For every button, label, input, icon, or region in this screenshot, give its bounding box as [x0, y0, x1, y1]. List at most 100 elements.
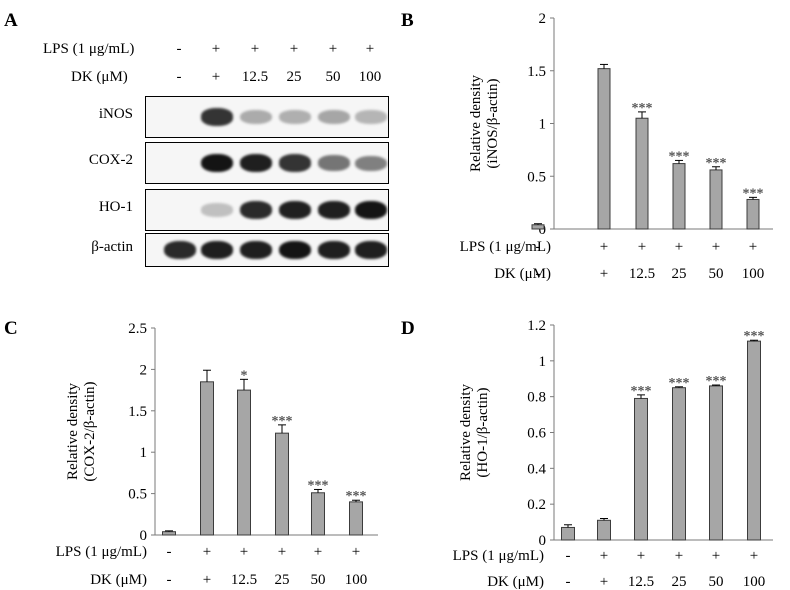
dk-label: DK (μM) — [487, 574, 544, 590]
y-axis-title: (iNOS/β-actin) — [485, 78, 501, 168]
y-axis-title: Relative density — [65, 382, 81, 480]
dk-value: 25 — [672, 266, 687, 282]
dk-value: + — [600, 574, 608, 590]
blot-lps-value: + — [365, 41, 375, 57]
y-tick-label: 1.5 — [527, 64, 546, 80]
significance-label: *** — [272, 414, 293, 429]
blot-band — [240, 110, 272, 124]
blot-dk-value: + — [211, 69, 221, 85]
dk-value: 12.5 — [629, 266, 655, 282]
lps-value: + — [750, 548, 758, 564]
blot-band — [355, 155, 387, 171]
blot-row-label: iNOS — [98, 106, 133, 122]
blot-lps-value: + — [289, 41, 299, 57]
dk-value: - — [536, 266, 541, 282]
y-tick-label: 2 — [140, 362, 148, 378]
blot-lps-value: + — [328, 41, 338, 57]
dk-value: - — [167, 572, 172, 588]
blot-band — [318, 110, 350, 124]
bar — [561, 526, 575, 541]
y-tick-label: 0.4 — [527, 461, 546, 477]
dk-value: 50 — [311, 572, 326, 588]
dk-value: 50 — [709, 574, 724, 590]
blot-band — [318, 241, 350, 259]
blot-lps-label: LPS (1 μg/mL) — [43, 41, 135, 57]
blot-band — [279, 201, 311, 219]
blot-band — [318, 155, 350, 171]
blot-strip — [145, 189, 389, 231]
panel-letter-a: A — [4, 10, 18, 31]
blot-band — [279, 110, 311, 124]
dk-label: DK (μM) — [494, 266, 551, 282]
y-tick-label: 0 — [539, 222, 547, 238]
panel-letter-b: B — [401, 10, 414, 31]
lps-value: + — [352, 544, 360, 560]
blot-band — [240, 154, 272, 172]
blot-lps-value: + — [211, 41, 221, 57]
y-tick-label: 2.5 — [128, 321, 147, 337]
bar — [597, 519, 611, 541]
dk-value: 25 — [672, 574, 687, 590]
blot-dk-value: 25 — [286, 69, 302, 85]
blot-strip — [145, 96, 389, 138]
significance-label: *** — [669, 149, 690, 164]
panel-letter-d: D — [401, 318, 415, 339]
blot-lps-value: - — [176, 41, 182, 57]
blot-band — [279, 154, 311, 172]
lps-label: LPS (1 μg/mL) — [453, 548, 544, 564]
lps-value: + — [314, 544, 322, 560]
blot-band — [201, 108, 233, 126]
significance-label: *** — [631, 384, 652, 399]
lps-value: + — [600, 548, 608, 564]
blot-strip — [145, 142, 389, 184]
y-tick-label: 0 — [539, 533, 547, 549]
blot-dk-value: - — [176, 69, 182, 85]
lps-value: - — [167, 544, 172, 560]
lps-value: + — [203, 544, 211, 560]
blot-band — [240, 201, 272, 219]
bar — [672, 387, 686, 541]
y-tick-label: 1.2 — [527, 318, 546, 334]
significance-label: * — [241, 368, 248, 383]
bar — [634, 397, 648, 541]
dk-value: 100 — [345, 572, 368, 588]
significance-label: *** — [706, 156, 727, 171]
dk-value: - — [566, 574, 571, 590]
lps-label: LPS (1 μg/mL) — [56, 544, 147, 560]
dk-label: DK (μM) — [90, 572, 147, 588]
significance-label: *** — [346, 489, 367, 504]
y-axis-title: Relative density — [468, 74, 484, 172]
significance-label: *** — [308, 478, 329, 493]
dk-value: 25 — [275, 572, 290, 588]
blot-row-label: HO-1 — [98, 199, 133, 215]
panel-letter-c: C — [4, 318, 18, 339]
blot-band — [201, 241, 233, 259]
y-axis-title: (HO-1/β-actin) — [475, 387, 491, 477]
blot-band — [318, 201, 350, 219]
blot-band — [355, 201, 387, 219]
lps-value: + — [240, 544, 248, 560]
significance-label: *** — [669, 376, 690, 391]
blot-band — [279, 241, 311, 259]
blot-dk-label: DK (μM) — [71, 69, 128, 85]
blot-lps-value: + — [250, 41, 260, 57]
blot-dk-value: 50 — [325, 69, 341, 85]
bar — [747, 340, 761, 541]
y-tick-label: 1 — [539, 354, 547, 370]
blot-band — [164, 241, 196, 259]
lps-value: + — [638, 239, 646, 255]
lps-value: + — [600, 239, 608, 255]
dk-value: 12.5 — [231, 572, 257, 588]
y-axis-title: Relative density — [458, 383, 474, 481]
lps-value: + — [637, 548, 645, 564]
blot-dk-value: 12.5 — [241, 69, 269, 85]
dk-value: 50 — [709, 266, 724, 282]
blot-band — [201, 154, 233, 172]
blot-band — [355, 241, 387, 259]
lps-value: + — [278, 544, 286, 560]
y-tick-label: 0 — [140, 528, 148, 544]
lps-value: + — [675, 239, 683, 255]
dk-value: 100 — [742, 266, 765, 282]
